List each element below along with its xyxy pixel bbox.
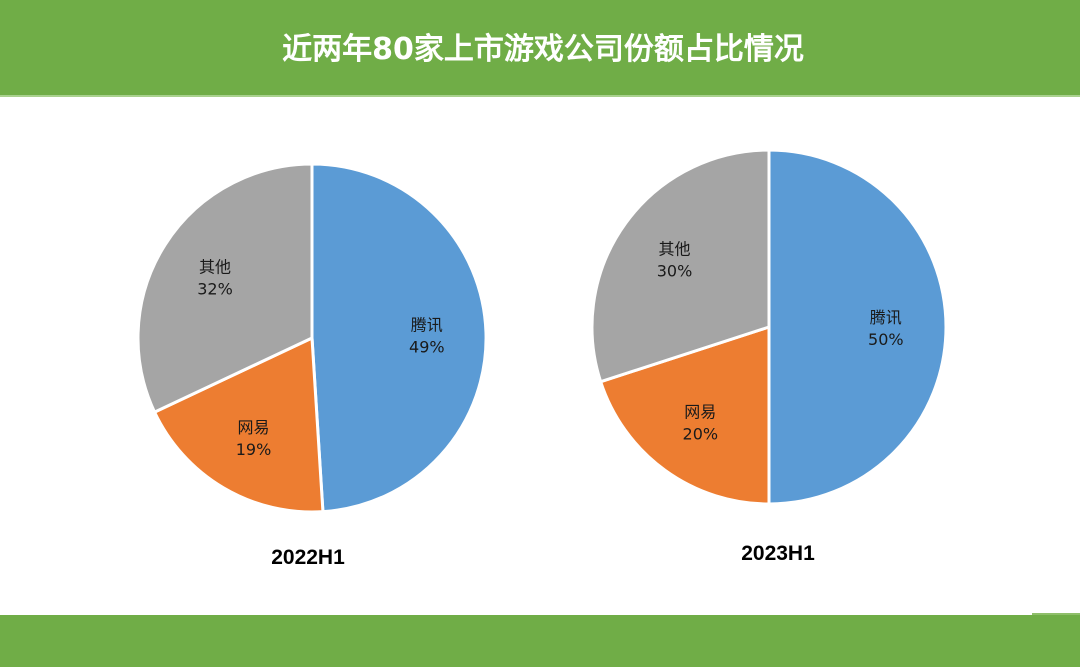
slice-label-netease: 网易 19% <box>236 418 272 459</box>
footer-banner <box>0 615 1080 667</box>
footer-accent-line <box>1032 613 1080 615</box>
pie-slice-tencent <box>767 148 948 506</box>
pie-chart-2023h1: 腾讯 50% 网易 20% 其他 30% <box>590 148 948 506</box>
pie-slice-tencent <box>310 162 488 514</box>
slice-label-others: 其他 32% <box>197 258 233 299</box>
page-title: 近两年80家上市游戏公司份额占比情况 <box>282 31 804 67</box>
pie-slice-netease <box>153 336 325 514</box>
pie-caption-2023h1: 2023H1 <box>741 542 815 565</box>
title-banner: 近两年80家上市游戏公司份额占比情况 <box>0 0 1080 95</box>
pie-slice-others <box>136 162 314 414</box>
slice-label-tencent: 腾讯 50% <box>868 308 904 349</box>
pie-caption-2022h1: 2022H1 <box>271 546 345 569</box>
slice-label-tencent: 腾讯 49% <box>409 315 445 356</box>
pie-chart-2022h1: 腾讯 49% 网易 19% 其他 32% <box>136 162 488 514</box>
pie-slice-others <box>590 148 771 384</box>
slice-label-netease: 网易 20% <box>683 403 719 444</box>
slice-label-others: 其他 30% <box>657 239 693 280</box>
pie-slice-netease <box>599 325 771 506</box>
header-divider <box>0 95 1080 97</box>
